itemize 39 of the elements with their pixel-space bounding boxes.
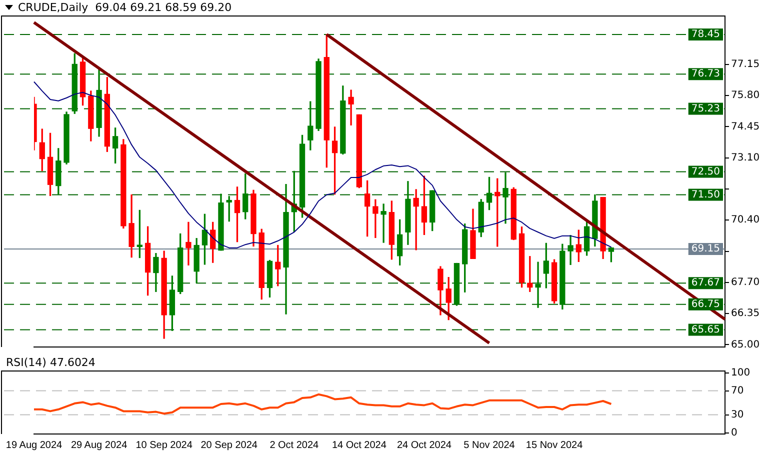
ref-line-label: 71.50 [691,189,720,200]
candlestick [502,172,508,224]
y-tick-label: 100 [731,367,750,378]
x-tick-label: 10 Sep 2024 [136,440,193,451]
y-tick-label: 70.40 [731,214,760,226]
chart-title: CRUDE,Daily 69.04 69.21 68.59 69.20 [18,0,232,14]
x-tick-label: 24 Oct 2024 [396,440,452,451]
candlestick [186,222,192,266]
ref-line-label: 66.75 [691,298,720,310]
candlestick [568,235,574,265]
y-tick-label: 30 [731,409,744,420]
x-tick-label: 29 Aug 2024 [70,440,128,451]
ref-line-label: 76.73 [691,68,720,80]
ref-line-label: 67.67 [691,278,720,289]
y-tick-label: 77.15 [731,59,760,70]
ref-line-label: 72.50 [691,166,720,178]
x-tick-label: 5 Nov 2024 [464,440,516,451]
candlestick [535,262,541,308]
candlestick [348,90,354,126]
x-tick-label: 2 Oct 2024 [270,440,320,451]
x-tick-label: 19 Aug 2024 [6,440,63,451]
y-tick-label: 70 [731,385,744,396]
y-tick-label: 73.10 [731,152,760,164]
y-tick-label: 65.00 [731,339,760,350]
ref-line-label: 75.23 [691,103,720,114]
y-tick-label: 75.80 [731,90,760,102]
ref-line-label: 69.15 [691,244,720,255]
candlestick [372,199,378,238]
y-tick-label: 67.70 [731,277,760,288]
chart-title: RSI(14) 47.6024 [6,356,96,369]
y-tick-label: 74.45 [731,121,760,132]
x-tick-label: 20 Sep 2024 [200,440,258,451]
y-tick-label: 66.35 [731,308,760,320]
ref-line-label: 78.45 [691,29,720,40]
x-tick-label: 15 Nov 2024 [526,440,584,451]
candlestick [380,204,386,243]
x-tick-label: 14 Oct 2024 [332,440,387,451]
y-tick-label: 0 [731,427,738,438]
ref-line-label: 65.65 [691,324,720,336]
